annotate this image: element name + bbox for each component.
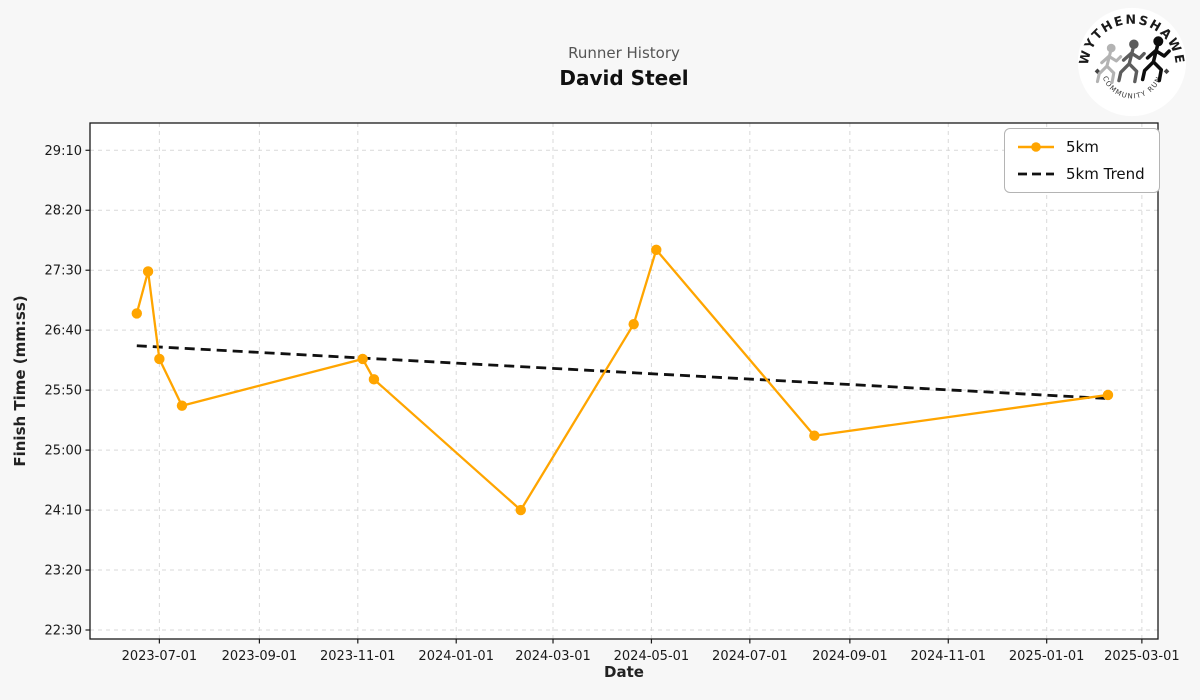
legend-item-5km: 5km	[1016, 138, 1145, 156]
y-tick-label: 25:00	[45, 444, 82, 459]
data-point-marker	[368, 374, 380, 385]
legend-line-marker-icon	[1018, 142, 1054, 152]
data-point-marker	[628, 318, 639, 330]
y-tick-label: 25:50	[45, 384, 82, 399]
x-tick-label: 2023-07-01	[122, 649, 198, 664]
data-point-marker	[176, 400, 188, 411]
x-tick-label: 2024-07-01	[712, 649, 788, 664]
x-tick-label: 2025-01-01	[1009, 649, 1085, 664]
legend-item-5km-trend: 5km Trend	[1016, 165, 1145, 183]
data-point-marker	[154, 353, 165, 365]
y-axis-label: Finish Time (mm:ss)	[11, 295, 29, 467]
legend-dashed-line-icon	[1018, 172, 1054, 176]
data-point-marker	[357, 353, 368, 365]
x-tick-label: 2024-01-01	[418, 649, 494, 664]
trend-line	[136, 344, 1109, 400]
plot-area	[90, 123, 1158, 639]
x-tick-label: 2024-09-01	[812, 649, 888, 664]
x-tick-label: 2024-05-01	[614, 649, 690, 664]
legend-label-5km-trend: 5km Trend	[1066, 165, 1145, 183]
data-point-marker	[809, 430, 820, 441]
x-axis-label: Date	[604, 663, 644, 681]
legend: 5km 5km Trend	[1004, 128, 1160, 193]
logo-background	[1077, 7, 1187, 117]
y-tick-label: 26:40	[45, 324, 82, 339]
logo-diamond-right	[1163, 68, 1170, 75]
data-point-marker	[1102, 389, 1114, 401]
axes-spines	[89, 122, 1159, 640]
x-tick-label: 2024-03-01	[515, 649, 591, 664]
y-tick-label: 29:10	[45, 144, 82, 159]
x-tick-label: 2023-11-01	[320, 649, 396, 664]
legend-label-5km: 5km	[1066, 138, 1099, 156]
y-tick-label: 27:30	[45, 264, 82, 279]
y-tick-label: 22:30	[45, 624, 82, 639]
club-logo: WYTHENSHAWE COMMUNITY RUN	[1076, 7, 1187, 117]
y-tick-label: 24:10	[45, 504, 82, 519]
chart-subtitle: David Steel	[559, 66, 689, 90]
y-tick-label: 23:20	[45, 564, 82, 579]
chart-title: Runner History	[568, 44, 680, 62]
data-point-marker	[131, 308, 142, 319]
data-point-marker	[515, 504, 526, 516]
x-tick-label: 2024-11-01	[910, 649, 986, 664]
logo-diamond-left	[1094, 68, 1101, 75]
y-tick-label: 28:20	[45, 204, 82, 219]
data-point-marker	[142, 266, 154, 277]
data-point-marker	[651, 244, 662, 256]
x-tick-label: 2025-03-01	[1104, 649, 1180, 664]
x-tick-label: 2023-09-01	[222, 649, 298, 664]
